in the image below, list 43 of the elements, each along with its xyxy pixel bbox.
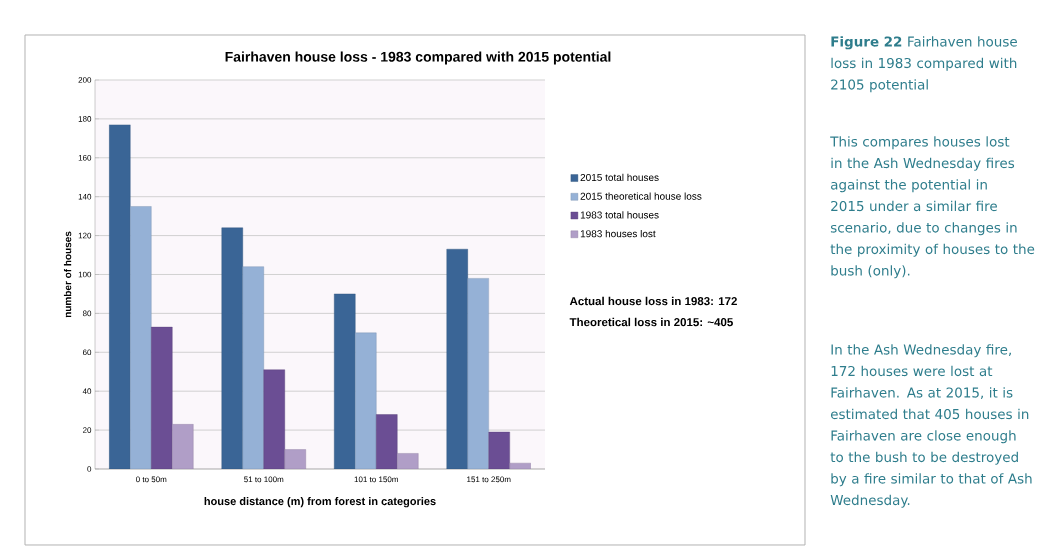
text: In the Ash Wednesday fire, 172 houses were lost at Fairhaven. As at 2015, it is estimated that 405 houses in Fairhaven are close enough to the bush to be destroyed by a fire similar to that of Ash Wednesday.: [830, 344, 1032, 508]
legend-label: 2015 theoretical house loss: [580, 192, 702, 200]
y-tick-label: 180: [78, 116, 92, 122]
y-tick-label: 80: [82, 310, 92, 317]
y-tick-label: 0: [87, 466, 92, 472]
x-tick-label: 101 to 150m: [354, 476, 398, 483]
legend-label: 2015 total houses: [580, 173, 659, 181]
bar: [334, 293, 356, 469]
bar: [397, 453, 419, 469]
y-tick-label: 20: [82, 427, 92, 433]
text: Actual house loss in 1983: 172: [569, 296, 737, 306]
text: This compares houses lost in the Ash Wednesday fires against the potential in 2015 under a similar fire scenario, due to changes in the proximity of houses to the bush (only).: [830, 136, 1035, 279]
x-tick-label: 151 to 250m: [467, 476, 511, 483]
bar: [488, 431, 510, 469]
legend-label: 1983 total houses: [580, 211, 659, 219]
bar: [284, 449, 306, 469]
y-tick-label: 140: [78, 193, 92, 200]
bar: [263, 369, 285, 469]
y-tick-label: 200: [78, 77, 92, 83]
bar: [130, 206, 152, 469]
bar: [151, 326, 173, 469]
chart-title: Fairhaven house loss - 1983 compared with 2015 potential: [225, 51, 611, 65]
x-tick-label: 0 to 50m: [136, 476, 167, 483]
x-axis-title: house distance (m) from forest in categories: [204, 497, 436, 508]
text: Figure 22 Fairhaven house loss in 1983 compared with 2105 potential: [831, 36, 1017, 93]
y-tick-label: 100: [78, 271, 92, 278]
text: Theoretical loss in 2015: ~405: [569, 317, 733, 327]
bar: [172, 424, 194, 469]
bar: [509, 462, 531, 469]
bar: [221, 227, 243, 469]
bar: [109, 124, 131, 469]
y-tick-label: 120: [78, 232, 92, 239]
bar: [376, 414, 398, 469]
x-tick-label: 51 to 100m: [244, 476, 284, 483]
bar: [242, 266, 264, 469]
bar: [446, 249, 468, 469]
y-axis-title: number of houses: [63, 231, 72, 318]
y-tick-label: 160: [78, 154, 92, 161]
y-tick-label: 40: [82, 388, 92, 395]
legend-label: 1983 houses lost: [580, 229, 656, 238]
bar: [467, 278, 489, 469]
y-tick-label: 60: [82, 349, 92, 356]
bar: [355, 332, 377, 469]
